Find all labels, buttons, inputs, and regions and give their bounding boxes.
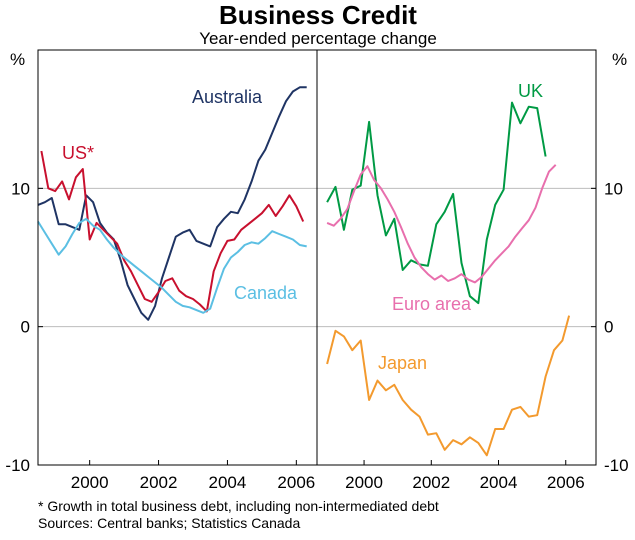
x-tick-label: 2006 (277, 473, 315, 492)
series-label-us: US* (62, 143, 94, 163)
series-label-canada: Canada (234, 283, 298, 303)
chart-title: Business Credit (219, 0, 417, 30)
series-line-euro-area (326, 164, 557, 284)
y-tick-label-left: -10 (5, 456, 30, 475)
y-tick-label-left: 0 (21, 318, 30, 337)
y-tick-label-right: -10 (604, 456, 629, 475)
y-tick-label-right: 10 (604, 179, 623, 198)
axis-ticks: 10 10 0 0 -10 -10 2000 2002 2004 2006 2000 2002 2004… (5, 179, 628, 492)
x-tick-label: 2004 (209, 473, 247, 492)
series-label-euro-area: Euro area (392, 294, 472, 314)
series-line-uk (326, 101, 547, 305)
y-tick-label-left: 10 (11, 179, 30, 198)
series-line-japan (326, 315, 571, 457)
x-tick-label: 2006 (547, 473, 585, 492)
footnote: * Growth in total business debt, includi… (38, 498, 439, 514)
series-lines (37, 86, 571, 457)
x-tick-label: 2004 (480, 473, 518, 492)
x-tick-label: 2002 (140, 473, 178, 492)
series-label-uk: UK (518, 81, 543, 101)
series-label-japan: Japan (378, 353, 427, 373)
sources-note: Sources: Central banks; Statistics Canad… (38, 515, 300, 531)
series-line-canada (37, 217, 307, 314)
chart-subtitle: Year-ended percentage change (199, 29, 437, 48)
x-tick-label: 2000 (71, 473, 109, 492)
series-label-australia: Australia (192, 87, 263, 107)
y-tick-label-right: 0 (604, 318, 613, 337)
left-y-unit: % (10, 50, 25, 69)
x-tick-label: 2002 (412, 473, 450, 492)
x-tick-label: 2000 (345, 473, 383, 492)
series-line-australia (37, 86, 307, 321)
series-line-us (40, 150, 305, 313)
series-labels: Australia US* Canada UK Euro area Japan (62, 81, 543, 373)
right-y-unit: % (612, 50, 627, 69)
